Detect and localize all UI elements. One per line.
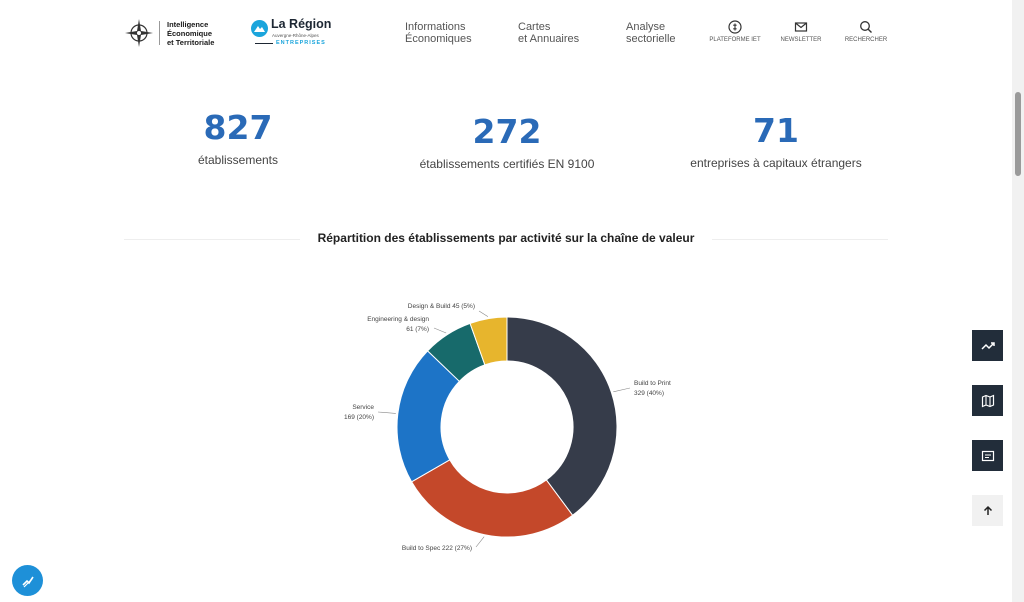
search-link[interactable]: RECHERCHER — [840, 20, 892, 43]
logo-iet[interactable]: Intelligence Économique et Territoriale — [124, 18, 234, 48]
document-icon — [981, 450, 994, 461]
map-button[interactable] — [972, 385, 1003, 416]
stat-etablissements: 827 établissements — [138, 108, 338, 168]
stat-value: 272 — [472, 112, 542, 151]
leader-line — [613, 387, 631, 393]
plateforme-iet-link[interactable]: PLATEFORME IET — [704, 20, 766, 43]
stat-capitaux-etrangers: 71 entreprises à capitaux étrangers — [666, 111, 886, 171]
region-line — [255, 43, 273, 44]
stat-label: établissements — [197, 153, 279, 167]
chat-widget-button[interactable] — [12, 565, 43, 596]
donut-slice-build-to-print[interactable] — [506, 316, 618, 516]
logo-divider — [159, 21, 160, 45]
leader-line — [433, 327, 447, 334]
plateforme-label: PLATEFORME IET — [709, 37, 761, 43]
slice-label: Build to Print 329 (40%) — [634, 380, 671, 397]
arrow-up-icon — [983, 505, 992, 515]
section-title: Répartition des établissements par activ… — [317, 231, 695, 245]
leader-line — [478, 310, 489, 317]
slice-label: Build to Spec 222 (27%) — [402, 545, 472, 552]
stat-value: 827 — [203, 108, 273, 147]
stat-value: 71 — [753, 111, 799, 150]
stat-label: entreprises à capitaux étrangers — [690, 156, 862, 170]
scrollbar-thumb[interactable] — [1015, 92, 1021, 176]
mail-icon — [794, 22, 808, 32]
section-divider-left — [124, 239, 300, 240]
slice-label: Engineering & design 61 (7%) — [367, 316, 429, 333]
region-tag: ENTREPRISES — [276, 40, 326, 46]
nav-analyse-sectorielle[interactable]: Analyse sectorielle — [626, 21, 676, 45]
slice-label: Service 169 (20%) — [344, 404, 374, 421]
slice-label: Design & Build 45 (5%) — [408, 303, 475, 310]
section-divider-right — [712, 239, 888, 240]
newsletter-link[interactable]: NEWSLETTER — [776, 20, 826, 43]
region-name: La Région — [271, 17, 332, 31]
donut-chart: Build to Print 329 (40%) Build to Spec 222… — [344, 303, 671, 552]
leader-line — [475, 536, 485, 548]
newsletter-label: NEWSLETTER — [780, 37, 822, 43]
back-to-top-button[interactable] — [972, 495, 1003, 526]
region-sub: Auvergne-Rhône-Alpes — [272, 33, 319, 38]
document-button[interactable] — [972, 440, 1003, 471]
map-icon — [981, 394, 994, 407]
scrollbar[interactable] — [1012, 0, 1024, 602]
stat-label: établissements certifiés EN 9100 — [419, 157, 595, 171]
donut-slice-design-build[interactable] — [469, 316, 508, 366]
plateforme-icon — [728, 20, 742, 34]
chat-icon — [21, 576, 34, 587]
trend-button[interactable] — [972, 330, 1003, 361]
logo-iet-text: Intelligence Économique et Territoriale — [167, 19, 215, 47]
compass-logo-icon — [125, 19, 153, 47]
nav-cartes-annuaires[interactable]: Cartes et Annuaires — [518, 21, 580, 45]
leader-line — [377, 411, 396, 414]
site-header: Intelligence Économique et Territoriale … — [0, 0, 1012, 62]
region-logo-icon — [251, 20, 268, 37]
stat-certifies: 272 établissements certifiés EN 9100 — [387, 112, 627, 172]
trend-icon — [980, 341, 995, 350]
search-icon — [860, 21, 872, 33]
nav-informations-economiques[interactable]: Informations Économiques — [405, 21, 472, 45]
donut-slice-build-to-spec[interactable] — [410, 459, 574, 538]
logo-region[interactable]: La Région Auvergne-Rhône-Alpes ENTREPRIS… — [251, 16, 335, 50]
search-label: RECHERCHER — [844, 37, 888, 43]
